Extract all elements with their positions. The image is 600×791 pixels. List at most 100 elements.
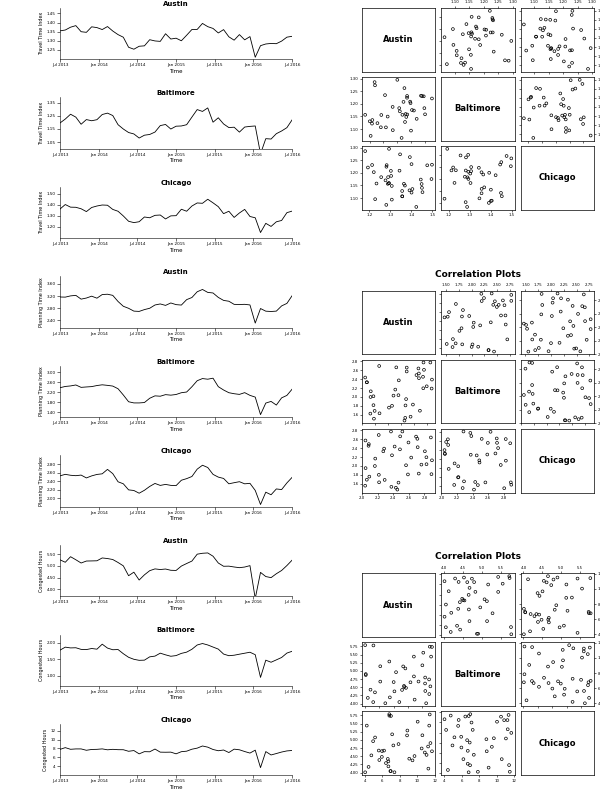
Point	[579, 288, 589, 301]
Point	[556, 677, 566, 690]
Text: Austin: Austin	[383, 600, 414, 610]
Point	[564, 102, 574, 115]
Point	[414, 372, 424, 384]
Point	[558, 644, 568, 657]
Point	[500, 309, 510, 322]
Point	[461, 165, 470, 177]
X-axis label: Time: Time	[169, 337, 183, 343]
Point	[361, 108, 370, 121]
Point	[524, 659, 534, 672]
Title: Austin: Austin	[163, 270, 189, 275]
Point	[414, 676, 424, 688]
Point	[418, 186, 427, 199]
Point	[398, 660, 408, 672]
Point	[475, 39, 485, 51]
Point	[486, 195, 496, 207]
Point	[389, 389, 398, 402]
Point	[565, 108, 574, 121]
Point	[376, 121, 386, 134]
Point	[387, 180, 397, 192]
Point	[568, 5, 577, 17]
Point	[458, 753, 468, 766]
Point	[544, 677, 553, 690]
Point	[442, 338, 452, 350]
Point	[443, 439, 453, 452]
Point	[405, 151, 415, 164]
Point	[488, 607, 497, 619]
Point	[500, 299, 509, 312]
Point	[559, 93, 568, 105]
Text: Chicago: Chicago	[539, 739, 576, 747]
Point	[366, 683, 376, 696]
Point	[451, 164, 461, 176]
Point	[559, 619, 569, 632]
Point	[506, 289, 516, 301]
Point	[465, 736, 475, 749]
Point	[506, 476, 515, 489]
Point	[440, 575, 449, 588]
Point	[398, 96, 408, 108]
Title: Correlation Plots: Correlation Plots	[435, 552, 521, 562]
Point	[454, 576, 463, 589]
Point	[391, 361, 401, 373]
Y-axis label: Congested Hours: Congested Hours	[43, 729, 48, 770]
Point	[383, 760, 393, 773]
Point	[542, 576, 551, 589]
Point	[366, 130, 376, 142]
Point	[573, 308, 583, 320]
Point	[576, 673, 586, 686]
Point	[461, 17, 471, 30]
Point	[392, 483, 402, 496]
Point	[371, 177, 381, 190]
Point	[577, 382, 587, 395]
Point	[586, 398, 595, 411]
Y-axis label: Planning Time Index: Planning Time Index	[39, 367, 44, 416]
Point	[452, 44, 461, 57]
Point	[388, 728, 397, 740]
Point	[548, 656, 558, 668]
Point	[573, 369, 583, 381]
Point	[583, 62, 593, 75]
Point	[524, 113, 534, 126]
Point	[484, 578, 493, 591]
Point	[565, 124, 574, 137]
Point	[408, 398, 418, 411]
Point	[440, 31, 449, 44]
Point	[579, 685, 589, 698]
Point	[467, 430, 476, 442]
Point	[527, 641, 537, 653]
Point	[400, 681, 409, 694]
Point	[407, 183, 417, 195]
Point	[553, 571, 562, 584]
Point	[499, 482, 509, 494]
Point	[478, 168, 488, 181]
Point	[582, 334, 592, 346]
Point	[506, 35, 516, 47]
Point	[466, 448, 476, 461]
Point	[364, 437, 374, 450]
Point	[370, 404, 379, 417]
Point	[427, 454, 437, 467]
Point	[465, 581, 475, 594]
Point	[422, 748, 431, 761]
Point	[553, 384, 562, 396]
Point	[527, 40, 537, 52]
Point	[548, 297, 557, 309]
Point	[459, 475, 469, 488]
Point	[361, 766, 370, 778]
Point	[560, 370, 570, 383]
Point	[401, 459, 411, 471]
X-axis label: Time: Time	[169, 606, 183, 611]
Point	[458, 482, 467, 494]
Point	[550, 384, 560, 396]
Point	[361, 462, 370, 475]
Point	[418, 646, 428, 659]
Point	[367, 749, 376, 762]
Point	[442, 142, 452, 155]
Point	[572, 357, 582, 369]
Point	[395, 105, 404, 118]
Text: Chicago: Chicago	[539, 173, 576, 183]
Point	[361, 434, 370, 447]
Point	[567, 591, 577, 604]
Point	[562, 578, 571, 591]
